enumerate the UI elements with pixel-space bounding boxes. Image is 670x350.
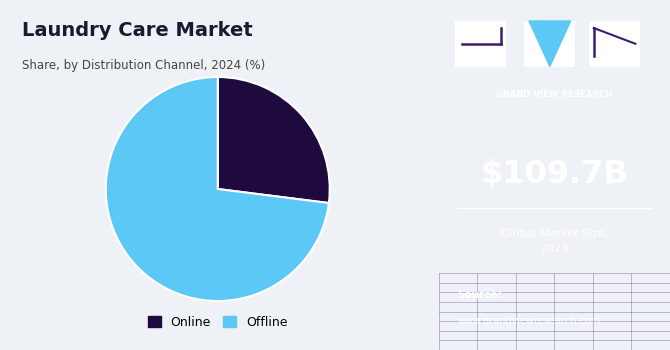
Text: Laundry Care Market: Laundry Care Market [22,21,253,40]
FancyBboxPatch shape [589,21,640,66]
Text: www.grandviewresearch.com: www.grandviewresearch.com [458,316,600,326]
FancyBboxPatch shape [525,21,576,66]
Text: Source:: Source: [458,289,502,300]
Text: GRAND VIEW RESEARCH: GRAND VIEW RESEARCH [496,90,612,99]
Polygon shape [529,21,571,66]
Text: Global Market Size,
2024: Global Market Size, 2024 [500,230,608,253]
Text: $109.7B: $109.7B [480,160,628,190]
Wedge shape [218,77,330,203]
Text: Share, by Distribution Channel, 2024 (%): Share, by Distribution Channel, 2024 (%) [22,60,265,72]
FancyBboxPatch shape [455,21,506,66]
Wedge shape [106,77,329,301]
Legend: Online, Offline: Online, Offline [143,311,292,334]
